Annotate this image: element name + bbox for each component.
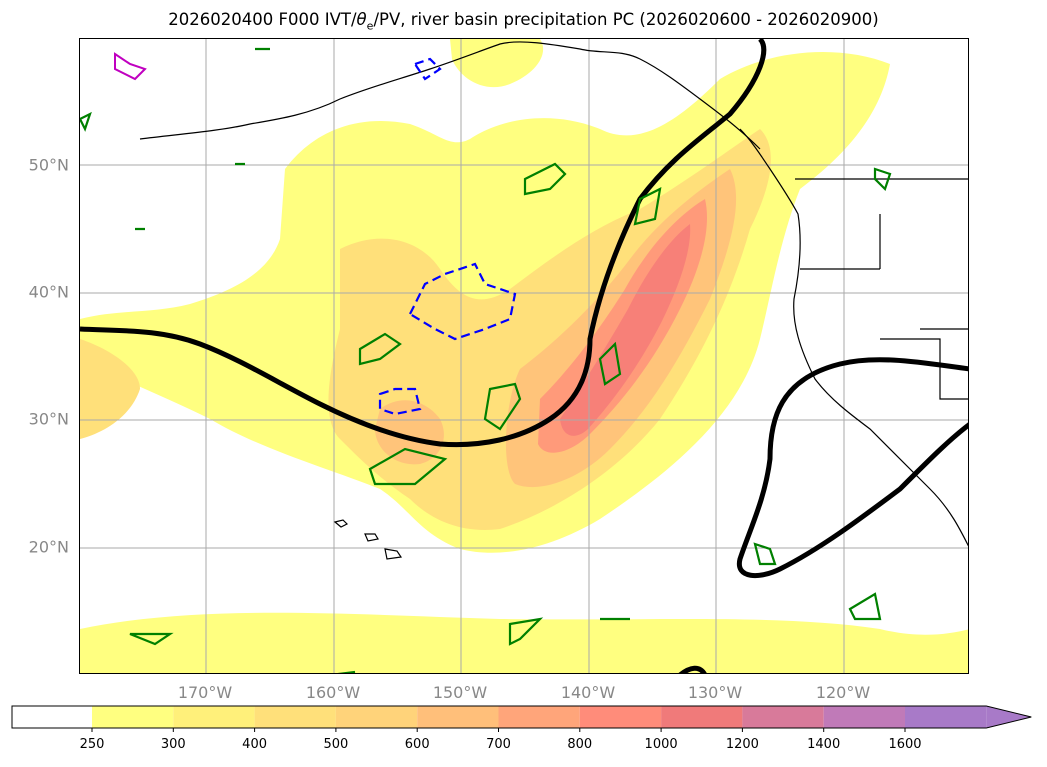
lon-label-120w: 120°W [815, 683, 871, 702]
colorbar-tick-label-400: 400 [242, 737, 267, 752]
title-prefix: 2026020400 F000 IVT/ [168, 10, 357, 29]
title-suffix: /PV, river basin precipitation PC (20260… [373, 10, 879, 29]
colorbar-cell-5 [417, 706, 499, 728]
colorbar-tick-label-1200: 1200 [726, 737, 759, 752]
colorbar-extend-arrow [986, 706, 1032, 728]
colorbar-tick-label-300: 300 [161, 737, 186, 752]
theta-e-contour-3 [358, 332, 402, 366]
colorbar-cells [11, 705, 1032, 729]
theta-e-contour-10 [873, 167, 892, 192]
precip-contour-1 [114, 52, 147, 81]
theta-e-contour-12 [80, 111, 92, 132]
ivt-band-250-south [80, 612, 968, 673]
lon-label-160w: 160°W [305, 683, 361, 702]
pv-contour-south [678, 665, 707, 673]
colorbar-cell-1 [92, 706, 174, 728]
colorbar-cell-7 [579, 706, 662, 728]
us-state-borders [795, 178, 968, 400]
theta-e-neg-contour-2 [378, 387, 422, 416]
colorbar-tick-labels: 250 300 400 500 600 700 800 1000 1200 1400 1600 [80, 728, 922, 752]
colorbar-tick-label-1400: 1400 [807, 737, 840, 752]
theta-e-neg-contour-1 [408, 262, 517, 341]
colorbar-tick-label-1600: 1600 [888, 737, 921, 752]
colorbar-cell-4 [335, 706, 418, 728]
colorbar-cell-11 [905, 706, 987, 728]
colorbar-tick-label-600: 600 [405, 737, 430, 752]
title-theta: θ [356, 10, 367, 29]
colorbar-tick-label-800: 800 [567, 737, 592, 752]
theta-e-contour-7 [508, 617, 544, 646]
theta-e-neg-contour-3 [413, 57, 442, 81]
theta-e-contour-13 [135, 47, 630, 673]
lat-label-50n: 50°N [28, 155, 69, 175]
colorbar-tick-label-500: 500 [323, 737, 348, 752]
theta-e-contour-2 [633, 187, 662, 226]
colorbar-cell-8 [661, 706, 743, 728]
coastlines [139, 41, 968, 560]
hawaii-islands [333, 519, 403, 560]
title-subscript: e [366, 19, 374, 33]
theta-e-contour-9 [848, 592, 882, 621]
lat-label-40n: 40°N [28, 282, 69, 302]
lon-label-170w: 170°W [177, 683, 233, 702]
theta-e-contour-5 [368, 447, 448, 486]
colorbar-cell-0 [12, 706, 92, 728]
colorbar-cell-9 [742, 706, 824, 728]
colorbar-cell-2 [173, 706, 255, 728]
precip-contours [114, 52, 147, 81]
ivt-shading [80, 39, 968, 673]
colorbar-cell-10 [823, 706, 905, 728]
pv-contour-east [736, 357, 968, 579]
map-panel [79, 38, 969, 674]
colorbar-tick-label-1000: 1000 [645, 737, 678, 752]
ivt-band-400-west [80, 339, 140, 439]
lon-label-130w: 130°W [687, 683, 743, 702]
map-title: 2026020400 F000 IVT/θe/PV, river basin p… [0, 10, 1047, 32]
colorbar-outline [11, 705, 1032, 729]
map-canvas [80, 39, 968, 673]
canada-coast [739, 128, 968, 547]
lon-label-150w: 150°W [432, 683, 488, 702]
pv-contour-main [80, 39, 767, 448]
theta-e-contour-8 [129, 632, 174, 646]
theta-e-contour-11 [753, 542, 777, 566]
theta-e-contour-1 [523, 162, 567, 196]
ivt-band-250-top [450, 39, 544, 88]
colorbar-cell-6 [498, 706, 580, 728]
theta-e-contour-6 [598, 341, 622, 386]
theta-e-blue-contours [378, 57, 517, 416]
lon-label-140w: 140°W [560, 683, 616, 702]
alaska-coast [139, 41, 761, 150]
theta-e-contour-4 [483, 382, 522, 431]
ivt-band-1000 [560, 224, 691, 436]
theta-e-green-contours [80, 47, 892, 673]
colorbar: 250 300 400 500 600 700 800 1000 1200 1400 1600 [11, 705, 1032, 752]
lat-label-20n: 20°N [28, 537, 69, 557]
colorbar-cell-3 [254, 706, 336, 728]
colorbar-tick-label-700: 700 [486, 737, 511, 752]
ivt-band-600-mid [375, 400, 444, 465]
colorbar-tick-label-250: 250 [80, 737, 105, 752]
gridlines [80, 39, 968, 673]
lat-label-30n: 30°N [28, 409, 69, 429]
pv-contours [80, 39, 968, 673]
